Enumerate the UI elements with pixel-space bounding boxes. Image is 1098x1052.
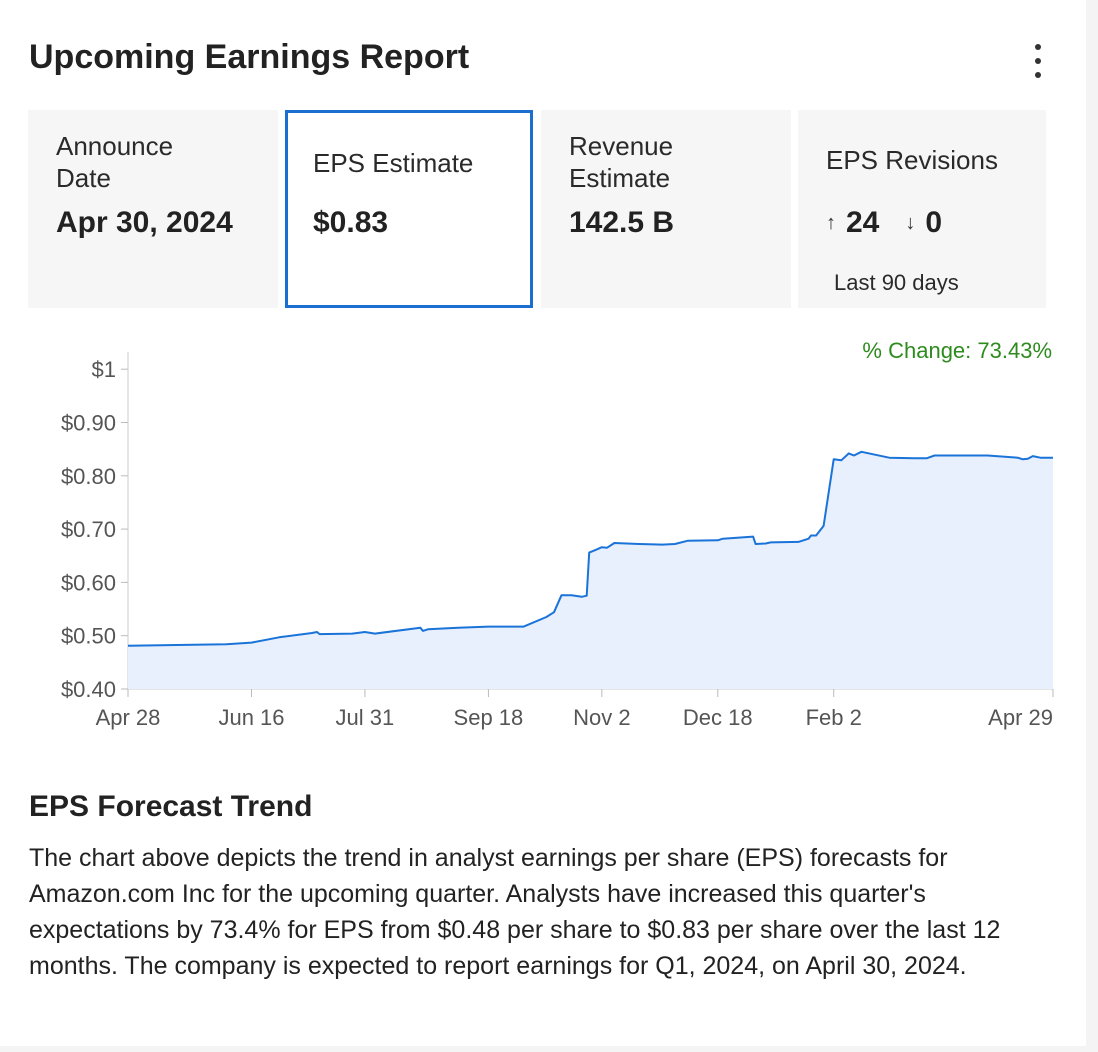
kebab-dot bbox=[1035, 58, 1041, 64]
revisions-note: Last 90 days bbox=[834, 270, 959, 295]
x-tick-label: Nov 2 bbox=[573, 705, 630, 730]
tile-label-line: Revenue bbox=[569, 131, 674, 161]
tile-label: Revenue Estimate bbox=[569, 130, 673, 194]
announce-date-value: Apr 30, 2024 bbox=[56, 206, 233, 239]
tile-label-line: Announce bbox=[56, 131, 174, 161]
x-tick-label: Feb 2 bbox=[806, 705, 862, 730]
x-tick-label: Jul 31 bbox=[336, 705, 395, 730]
x-tick-label: Apr 29 bbox=[988, 705, 1053, 730]
revisions-up-count: 24 bbox=[846, 206, 880, 239]
y-tick-label: $0.60 bbox=[61, 570, 116, 595]
x-axis: Apr 28 Jun 16 Jul 31 Sep 18 Nov 2 Dec 18 Feb 2… bbox=[96, 688, 1054, 730]
x-tick-label: Apr 28 bbox=[96, 705, 161, 730]
revenue-estimate-value: 142.5 B bbox=[569, 206, 675, 239]
y-tick-label: $1 bbox=[92, 357, 116, 382]
revisions-row: ↑ 24 ↓ 0 bbox=[826, 206, 942, 240]
eps-line bbox=[127, 450, 1053, 647]
eps-area bbox=[128, 451, 1053, 689]
y-axis: $1 $0.90 $0.80 $0.70 $0.60 $0.50 $0.40 bbox=[61, 352, 129, 702]
arrow-up-icon: ↑ bbox=[826, 211, 836, 234]
tile-eps-revisions[interactable]: EPS Revisions ↑ 24 ↓ 0 Last 90 days bbox=[798, 110, 1046, 308]
kebab-menu-icon[interactable] bbox=[1024, 44, 1052, 78]
trend-description: The chart above depicts the trend in ana… bbox=[29, 844, 1001, 980]
tile-revenue-estimate[interactable]: Revenue Estimate 142.5 B bbox=[541, 110, 791, 308]
x-tick-label: Jun 16 bbox=[218, 705, 284, 730]
y-tick-label: $0.50 bbox=[61, 624, 116, 649]
tile-label: EPS Estimate bbox=[313, 148, 474, 178]
y-tick-label: $0.40 bbox=[61, 677, 116, 702]
tile-label-line: Date bbox=[56, 163, 111, 193]
revisions-down-count: 0 bbox=[925, 206, 943, 239]
card-title: Upcoming Earnings Report bbox=[29, 38, 470, 76]
arrow-down-icon: ↓ bbox=[905, 211, 916, 234]
percent-change: % Change: 73.43% bbox=[862, 338, 1052, 363]
y-tick-label: $0.90 bbox=[61, 411, 116, 436]
tile-label: EPS Revisions bbox=[826, 145, 998, 175]
x-tick-label: Sep 18 bbox=[454, 705, 524, 730]
tile-label: Announce Date bbox=[56, 130, 173, 194]
tile-announce-date[interactable]: Announce Date Apr 30, 2024 bbox=[28, 110, 278, 308]
kebab-dot bbox=[1035, 72, 1041, 78]
tile-eps-estimate[interactable]: EPS Estimate $0.83 bbox=[285, 110, 533, 308]
kebab-dot bbox=[1035, 44, 1041, 50]
y-tick-label: $0.80 bbox=[61, 464, 116, 489]
eps-estimate-value: $0.83 bbox=[313, 206, 389, 239]
trend-title: EPS Forecast Trend bbox=[29, 790, 313, 823]
x-tick-label: Dec 18 bbox=[683, 705, 753, 730]
y-tick-label: $0.70 bbox=[61, 517, 116, 542]
eps-trend-chart: $1 $0.90 $0.80 $0.70 $0.60 $0.50 $0.40 Apr 28 J… bbox=[61, 352, 1054, 730]
tile-label-line: Estimate bbox=[569, 163, 671, 193]
